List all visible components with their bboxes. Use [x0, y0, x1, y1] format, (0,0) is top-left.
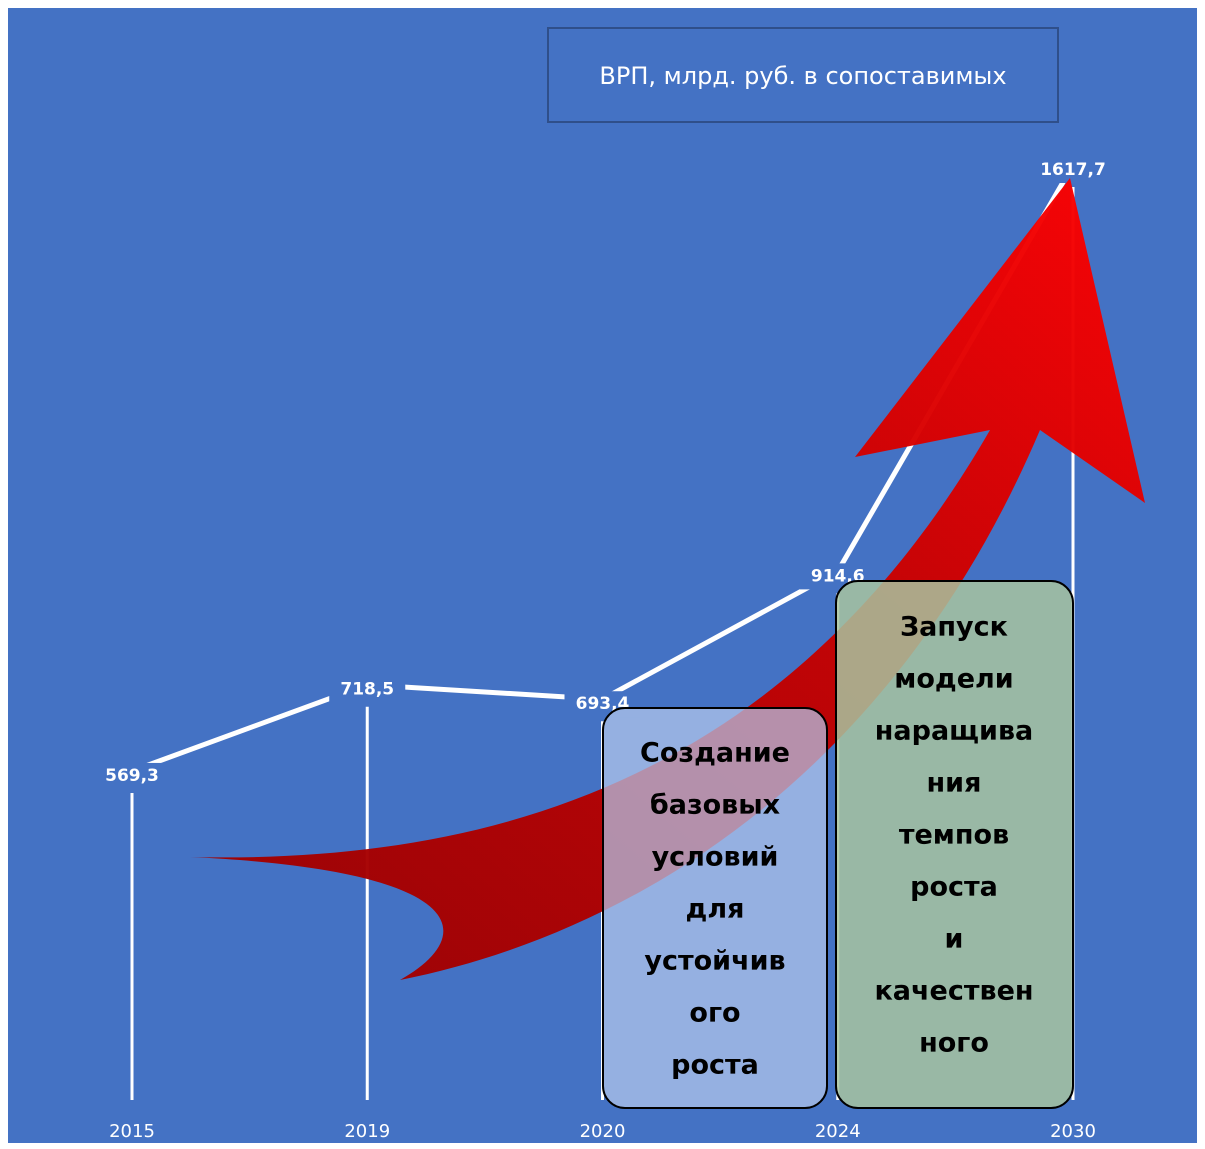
annotation-text: роста	[910, 872, 998, 903]
annotation-text: Запуск	[900, 612, 1008, 643]
data-label: 718,5	[340, 680, 394, 700]
title-box	[547, 27, 1059, 123]
annotation-text: ого	[689, 998, 740, 1029]
x-tick-label: 2020	[580, 1121, 626, 1142]
annotation-text: условий	[652, 842, 779, 873]
annotation-text: роста	[671, 1050, 759, 1081]
annotation-box	[602, 707, 828, 1109]
annotation-box	[835, 580, 1074, 1109]
annotation-text: наращива	[875, 716, 1034, 747]
annotation-text: ного	[919, 1028, 989, 1059]
x-tick-label: 2024	[815, 1121, 861, 1142]
annotation-text: Создание	[640, 738, 790, 769]
data-label: 569,3	[105, 766, 159, 786]
annotation-text: темпов	[899, 820, 1009, 851]
annotation-text: развития	[883, 1080, 1024, 1111]
annotation-text: модели	[894, 664, 1013, 695]
data-label: 1617,7	[1040, 160, 1106, 180]
annotation-text: и	[945, 924, 964, 955]
label-bg	[1035, 157, 1111, 183]
annotation-text: ния	[927, 768, 982, 799]
annotation-text: качествен	[874, 976, 1033, 1007]
x-tick-label: 2015	[109, 1121, 155, 1142]
label-bg	[94, 762, 170, 789]
annotation-text: базовых	[650, 790, 780, 821]
annotation-text: для	[686, 894, 745, 925]
label-bg	[329, 676, 406, 703]
x-tick-label: 2030	[1050, 1121, 1096, 1142]
x-tick-label: 2019	[344, 1121, 390, 1142]
annotation-text: устойчив	[644, 946, 785, 977]
chart-title: ВРП, млрд. руб. в сопоставимых	[599, 62, 1006, 90]
